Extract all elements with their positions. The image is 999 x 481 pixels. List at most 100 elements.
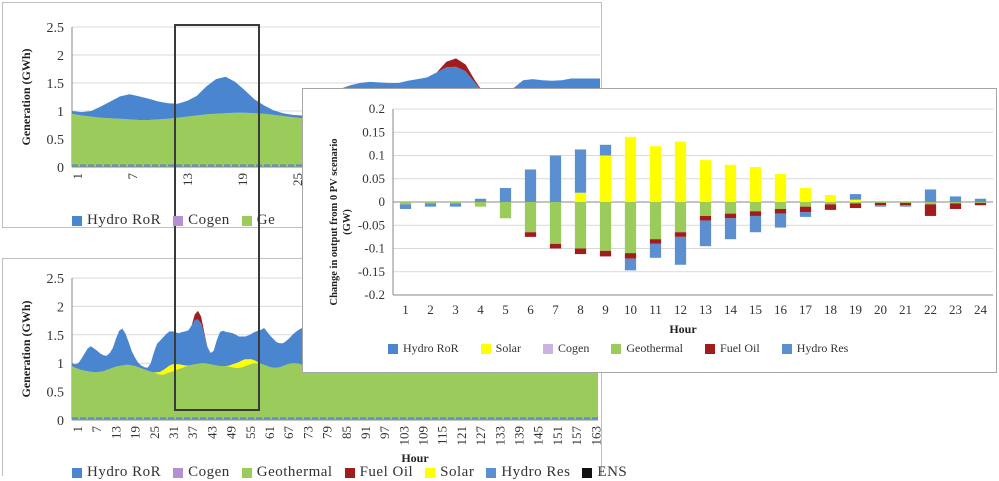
- x-tick-label: 151: [550, 426, 565, 446]
- legend-label: Hydro Res: [796, 341, 849, 355]
- x-tick-label: 7: [552, 302, 559, 317]
- x-tick-label: 67: [281, 426, 296, 440]
- x-tick-label: 23: [949, 302, 962, 317]
- y-tick-label: 0.05: [362, 171, 385, 186]
- bar-geothermal: [399, 202, 412, 205]
- legend-item: Ge: [241, 212, 276, 229]
- bar-fuel-oil: [674, 232, 687, 237]
- x-tick-label: 79: [320, 426, 335, 439]
- bar-fuel-oil: [749, 211, 762, 216]
- bar-hydro-res: [524, 169, 537, 202]
- bar-solar: [724, 164, 737, 202]
- legend-item: Cogen: [543, 341, 589, 356]
- bar-fuel-oil: [699, 215, 712, 221]
- legend-item: Geothermal: [241, 464, 333, 481]
- y-tick-label: 0: [57, 414, 64, 429]
- bar-hydro-res: [499, 188, 512, 202]
- x-tick-label: 1: [70, 426, 85, 433]
- x-tick-label: 145: [531, 426, 546, 446]
- bar-solar: [574, 192, 587, 202]
- legend-label: Solar: [440, 464, 475, 480]
- x-tick-label: 31: [166, 426, 181, 439]
- y-tick-label: 0: [379, 194, 386, 209]
- x-tick-label: 8: [577, 302, 584, 317]
- y-tick-label: 2.5: [47, 272, 65, 287]
- bar-hydro-res: [799, 212, 812, 217]
- bar-fuel-oil: [874, 202, 887, 206]
- bar-hydro-res: [624, 258, 637, 271]
- x-tick-label: 22: [924, 302, 937, 317]
- legend-item: ENS: [582, 464, 627, 481]
- bar-hydro-res: [924, 189, 937, 202]
- bar-geothermal: [749, 202, 762, 212]
- bar-fuel-oil: [949, 203, 962, 209]
- bar-geothermal: [649, 202, 662, 240]
- bar-hydro-res: [874, 205, 887, 207]
- x-tick-label: 13: [108, 426, 123, 439]
- bar-fuel-oil: [724, 213, 737, 219]
- bar-hydro-res: [724, 218, 737, 240]
- bar-solar: [674, 141, 687, 202]
- y-tick-label: 1.5: [47, 77, 65, 92]
- legend-item: Hydro Res: [486, 464, 570, 481]
- bar-fuel-oil: [924, 204, 937, 216]
- bar-solar: [849, 199, 862, 202]
- bar-geothermal: [549, 202, 562, 244]
- legend-item: Solar: [480, 341, 522, 356]
- legend-label: Solar: [495, 341, 522, 355]
- legend-swatch: [241, 215, 252, 226]
- x-tick-label: 127: [473, 426, 488, 446]
- legend-swatch: [425, 467, 436, 478]
- legend-item: Geothermal: [611, 341, 683, 356]
- x-tick-label: 1: [70, 173, 85, 180]
- x-tick-label: 19: [128, 426, 143, 439]
- bar-hydro-res: [449, 203, 462, 207]
- bar-solar: [649, 146, 662, 202]
- legend-item: Fuel Oil: [705, 341, 760, 356]
- x-tick-label: 19: [235, 173, 250, 186]
- bar-fuel-oil: [899, 202, 912, 206]
- x-tick-label: 61: [262, 426, 277, 439]
- legend-item: Fuel Oil: [344, 464, 414, 481]
- y-tick-label: -0.1: [364, 241, 385, 256]
- y-tick-label: 1: [57, 105, 64, 120]
- x-tick-label: 10: [624, 302, 637, 317]
- x-tick-label: 37: [185, 426, 200, 440]
- bar-geothermal: [674, 202, 687, 233]
- legend-label: Geothermal: [626, 341, 684, 355]
- x-tick-label: 14: [724, 302, 738, 317]
- legend-swatch: [582, 467, 593, 478]
- legend-label: Hydro RoR: [87, 464, 162, 480]
- bar-geothermal: [624, 202, 637, 254]
- x-tick-label: 9: [602, 302, 609, 317]
- legend-swatch: [486, 467, 497, 478]
- bar-solar: [749, 167, 762, 202]
- inset-legend: Hydro RoR Solar Cogen Geothermal Fuel Oil Hyd…: [388, 341, 870, 356]
- legend-swatch: [241, 467, 252, 478]
- bar-hydro-res: [749, 215, 762, 233]
- x-tick-label: 13: [699, 302, 712, 317]
- bar-hydro-res: [649, 243, 662, 258]
- legend-item: Cogen: [173, 464, 230, 481]
- x-tick-label: 2: [427, 302, 434, 317]
- y-tick-label: 1.5: [47, 329, 65, 344]
- x-tick-label: 13: [180, 173, 195, 186]
- bar-geothermal: [849, 202, 862, 204]
- legend-swatch: [705, 343, 716, 354]
- legend-label: Ge: [256, 212, 276, 228]
- bar-hydro-res: [949, 196, 962, 202]
- bar-hydro-res: [574, 149, 587, 193]
- bar-geothermal: [724, 202, 737, 214]
- x-tick-label: 133: [492, 426, 507, 446]
- x-tick-label: 25: [147, 426, 162, 439]
- bar-geothermal: [874, 202, 887, 203]
- y-axis-label: Generation (GWh): [19, 49, 33, 146]
- y-tick-label: 0.5: [47, 133, 65, 148]
- legend-label: Geothermal: [256, 464, 333, 480]
- x-tick-label: 157: [569, 426, 584, 446]
- bar-geothermal: [974, 202, 987, 203]
- x-tick-label: 21: [899, 302, 912, 317]
- bar-hydro-res: [774, 213, 787, 228]
- legend-swatch: [388, 343, 398, 354]
- bar-geothermal: [449, 202, 462, 204]
